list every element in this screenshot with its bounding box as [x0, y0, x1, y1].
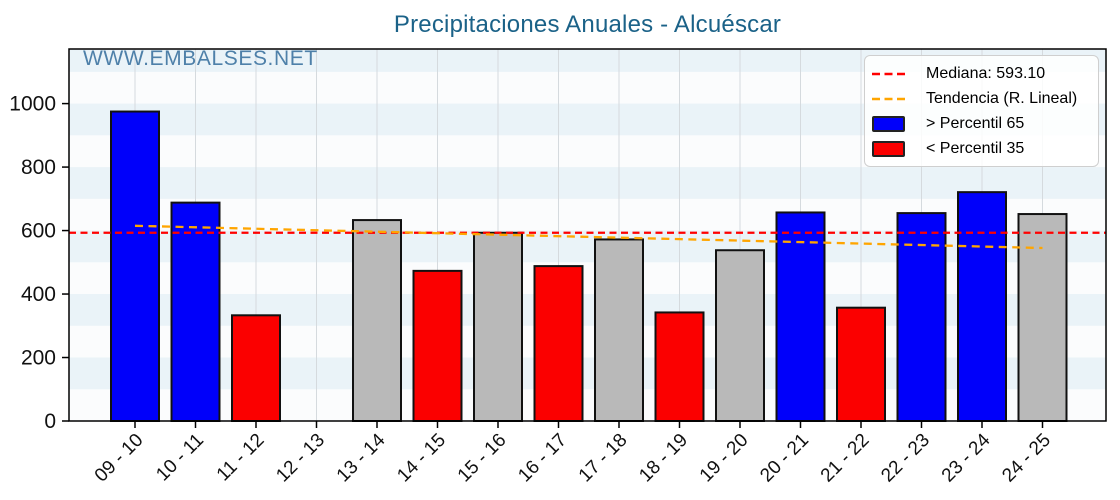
background-band [69, 357, 1106, 390]
x-tick-label: 22 - 23 [877, 430, 934, 487]
legend-item-p65: > Percentil 65 [872, 111, 1090, 136]
legend: Mediana: 593.10 Tendencia (R. Lineal) > Pe… [864, 55, 1099, 167]
x-tick-label: 24 - 25 [998, 430, 1055, 487]
x-tick-label: 09 - 10 [91, 430, 148, 487]
x-tick-label: 13 - 14 [333, 429, 390, 486]
x-tick-label: 16 - 17 [514, 430, 571, 487]
watermark: WWW.EMBALSES.NET [83, 47, 318, 70]
bar-15-16 [473, 231, 523, 422]
y-tick-label: 400 [21, 283, 56, 306]
x-tick-label: 15 - 16 [454, 430, 511, 487]
bar-23-24 [957, 191, 1007, 422]
bar-24-25 [1017, 213, 1068, 422]
bar-09-10 [110, 110, 160, 422]
bar-13-14 [352, 219, 402, 422]
y-tick-label: 0 [44, 410, 56, 433]
y-tick-label: 600 [21, 220, 56, 243]
bar-21-22 [836, 306, 886, 422]
background-band [69, 167, 1106, 199]
legend-patch-swatch [872, 115, 905, 132]
chart-title: Precipitaciones Anuales - Alcuéscar [393, 11, 782, 38]
legend-item-median: Mediana: 593.10 [872, 61, 1090, 86]
bar-18-19 [654, 311, 705, 423]
color-patch-icon [872, 140, 905, 157]
x-tick-label: 11 - 12 [213, 430, 269, 486]
x-tick-label: 18 - 19 [635, 430, 692, 487]
bar-16-17 [533, 265, 584, 422]
y-tick-label: 1000 [9, 93, 56, 116]
color-patch-icon [872, 115, 905, 132]
dashed-line-icon [872, 97, 905, 100]
x-tick-label: 10 - 11 [152, 430, 208, 486]
bar-14-15 [412, 269, 463, 422]
bar-10-11 [170, 201, 221, 422]
background-band [69, 49, 1106, 72]
x-tick-label: 21 - 22 [817, 430, 874, 487]
y-tick-label: 800 [21, 156, 56, 179]
legend-label: Mediana: 593.10 [926, 64, 1046, 82]
legend-label: > Percentil 65 [926, 114, 1025, 132]
legend-item-p35: < Percentil 35 [872, 136, 1090, 161]
legend-label: Tendencia (R. Lineal) [926, 89, 1078, 107]
x-tick-label: 17 - 18 [575, 430, 632, 487]
x-tick-label: 19 - 20 [696, 430, 753, 487]
legend-dashed-line-swatch [872, 96, 905, 102]
x-tick-label: 23 - 24 [938, 429, 995, 486]
dashed-line-icon [872, 72, 905, 75]
legend-dashed-line-swatch [872, 71, 905, 77]
legend-label: < Percentil 35 [926, 139, 1025, 157]
background-band [69, 294, 1106, 326]
bar-17-18 [594, 238, 644, 422]
bar-19-20 [715, 249, 765, 422]
x-tick-label: 12 - 13 [272, 430, 329, 487]
legend-item-trend: Tendencia (R. Lineal) [872, 86, 1090, 111]
legend-patch-swatch [872, 140, 905, 157]
bar-11-12 [231, 314, 281, 422]
plot-border [68, 48, 1107, 422]
y-tick-label: 200 [21, 347, 56, 370]
trend-line [134, 224, 1043, 250]
x-tick-label: 20 - 21 [756, 430, 813, 487]
bar-20-21 [775, 211, 826, 422]
x-tick-label: 14 - 15 [393, 430, 450, 487]
